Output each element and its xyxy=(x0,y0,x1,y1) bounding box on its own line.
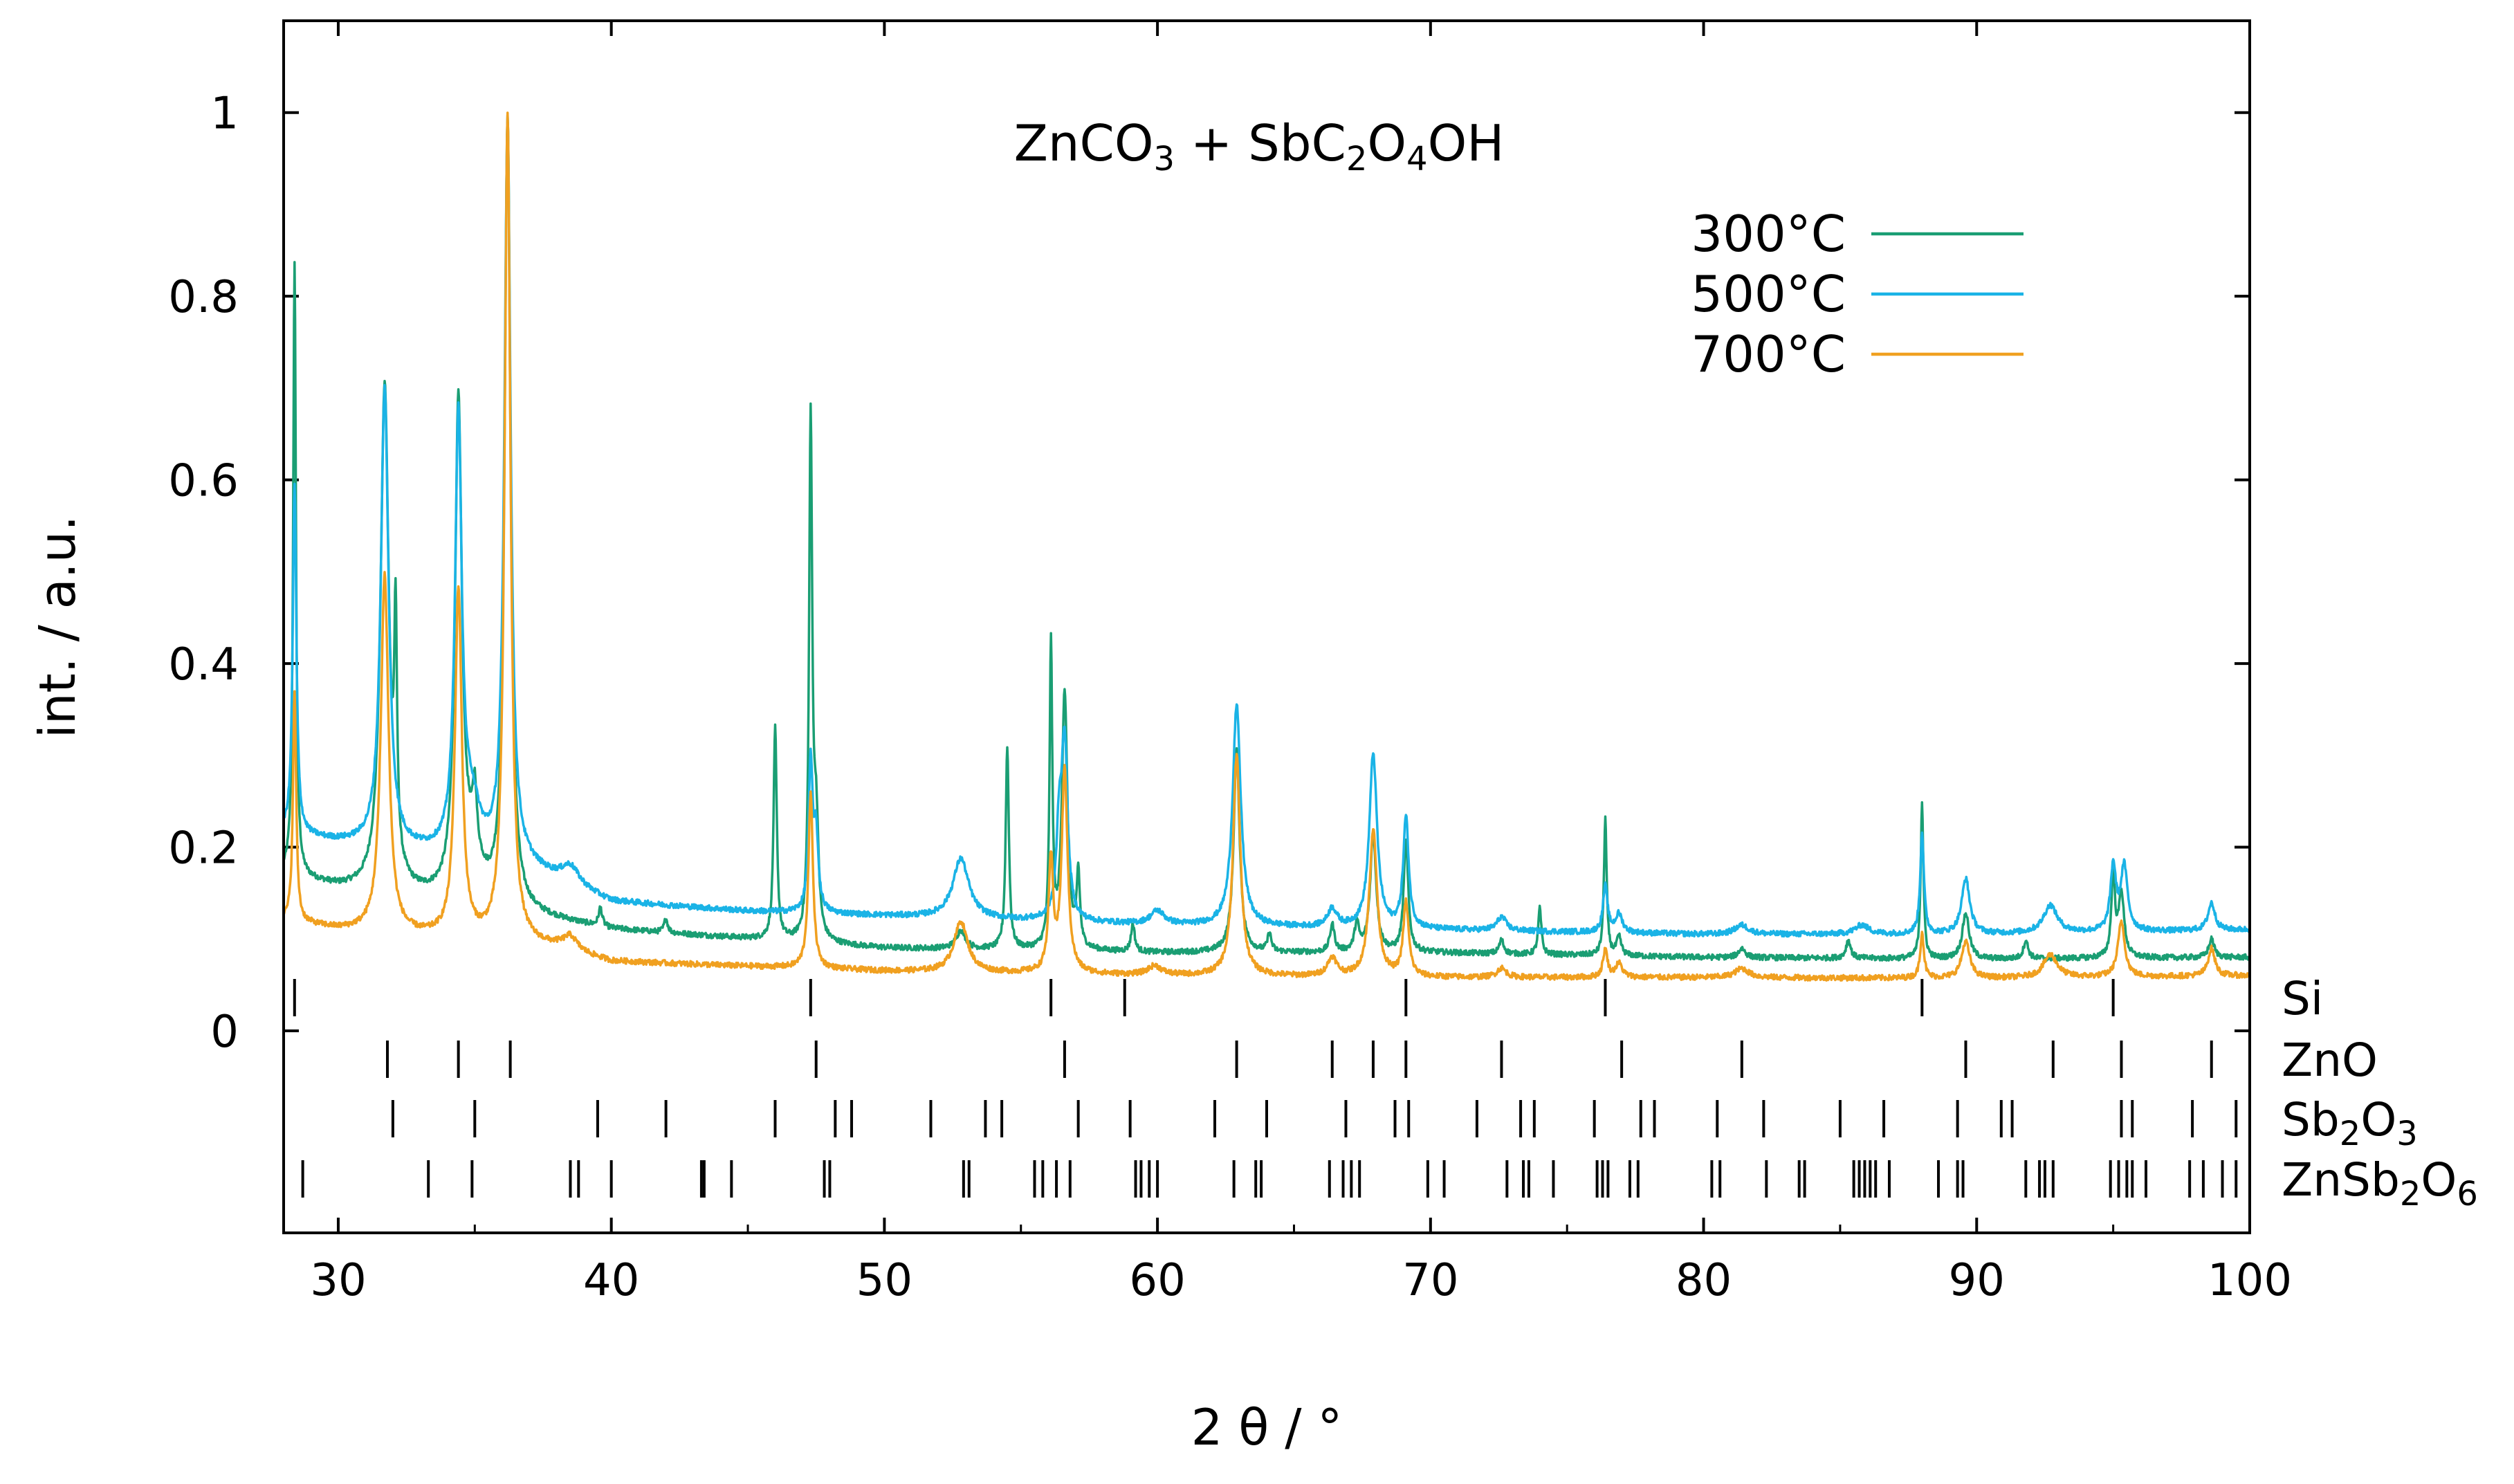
reference-phases-layer xyxy=(293,979,2238,1198)
legend-label: 300°C xyxy=(1691,205,1846,263)
phase-label: Si xyxy=(2282,972,2323,1025)
plot-frame xyxy=(282,19,2251,1234)
y-tick-label: 0.4 xyxy=(168,639,239,690)
legend-label: 500°C xyxy=(1691,265,1846,323)
text-part: ZnCO xyxy=(1014,114,1154,172)
text-part: 2 xyxy=(1346,140,1368,178)
text-part: 2 xyxy=(2340,1115,2361,1153)
y-tick-label: 0.8 xyxy=(168,272,239,323)
x-tick-label: 50 xyxy=(856,1255,912,1306)
series-line-0 xyxy=(282,113,2251,962)
text-part: ZnSb xyxy=(2282,1153,2400,1207)
x-tick-label: 60 xyxy=(1129,1255,1185,1306)
x-tick-label: 70 xyxy=(1402,1255,1458,1306)
y-tick-label: 0.6 xyxy=(168,456,239,507)
text-part: Si xyxy=(2282,972,2323,1025)
y-tick-label: 0.2 xyxy=(168,823,239,874)
text-part: O xyxy=(2360,1093,2396,1146)
x-tick-label: 80 xyxy=(1676,1255,1732,1306)
text-part: Sb xyxy=(2282,1093,2340,1146)
x-tick-label: 40 xyxy=(583,1255,639,1306)
axis-ticks-layer xyxy=(284,21,2251,1233)
text-part: 6 xyxy=(2457,1175,2478,1213)
phase-label: ZnSb2O6 xyxy=(2282,1153,2478,1213)
text-part: 2 xyxy=(2400,1175,2421,1213)
series-line-2 xyxy=(282,111,2251,982)
series-line-1 xyxy=(282,122,2250,938)
text-part: + SbC xyxy=(1175,114,1346,172)
text-part: O xyxy=(1367,114,1406,172)
text-part: 4 xyxy=(1406,140,1428,178)
x-tick-label: 30 xyxy=(310,1255,366,1306)
sample-annotation: ZnCO3 + SbC2O4OH xyxy=(1014,114,1505,178)
phase-label: ZnO xyxy=(2282,1034,2378,1087)
y-tick-label: 1 xyxy=(210,89,239,140)
text-part: 3 xyxy=(1154,140,1175,178)
phase-label: Sb2O3 xyxy=(2282,1093,2418,1153)
text-part: O xyxy=(2421,1153,2457,1207)
y-axis-title: int. / a.u. xyxy=(28,515,86,738)
text-part: OH xyxy=(1428,114,1505,172)
x-tick-label: 90 xyxy=(1949,1255,2005,1306)
legend-label: 700°C xyxy=(1691,325,1846,383)
text-part: 3 xyxy=(2396,1115,2418,1153)
text-part: ZnO xyxy=(2282,1034,2378,1087)
series-layer xyxy=(282,111,2251,982)
x-tick-label: 100 xyxy=(2208,1255,2292,1306)
x-axis-title: 2 θ / ° xyxy=(1191,1398,1343,1456)
labels-layer: 30 40 50 60 70 80 90 10000.20.40.60.81SiZnOSb2O… xyxy=(168,89,2478,1306)
y-tick-label: 0 xyxy=(210,1007,239,1058)
